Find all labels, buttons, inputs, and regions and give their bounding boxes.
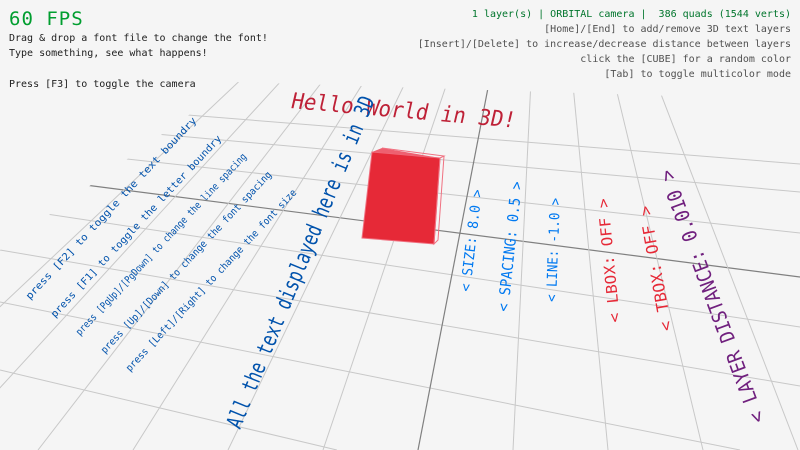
setting-label-3d[interactable]: < TBOX: OFF > (635, 204, 676, 332)
control-cube-color: click the [CUBE] for a random color (580, 54, 791, 65)
grid-line (624, 82, 799, 450)
grid-line (417, 82, 506, 450)
grid-line (37, 82, 386, 450)
help-drag-drop: Drag & drop a font file to change the fo… (9, 33, 268, 44)
grid-line (0, 82, 356, 450)
setting-label-3d[interactable]: < SIZE: 8.0 > (458, 189, 486, 293)
setting-label-3d[interactable]: < LBOX: OFF > (594, 198, 624, 324)
control-multicolor: [Tab] to toggle multicolor mode (604, 69, 791, 80)
info-text-3d: press [PgUp]/[PgDown] to change the line… (74, 152, 249, 339)
grid-line (594, 82, 704, 450)
grid-line (0, 82, 326, 450)
cube[interactable] (361, 147, 446, 246)
grid-line (564, 82, 609, 450)
setting-label-3d[interactable]: < LINE: -1.0 > (544, 198, 564, 303)
grid-line (0, 206, 800, 328)
help-camera-toggle: Press [F3] to toggle the camera (9, 79, 196, 90)
grid-line (0, 301, 741, 450)
hello-world-3d-text: Hello World in 3D! (289, 88, 519, 133)
grid-line (512, 82, 536, 450)
fps-counter: 60 FPS (9, 8, 84, 30)
control-layers: [Home]/[End] to add/remove 3D text layer… (544, 24, 791, 35)
grid-line (227, 82, 446, 450)
help-type: Type something, see what happens! (9, 48, 208, 59)
info-text-3d: All the text displayed here is in 3D (222, 93, 380, 432)
grid-line (132, 82, 416, 450)
status-line: 1 layer(s) | ORBITAL camera | 386 quads … (471, 9, 791, 20)
grid-line (0, 249, 800, 387)
control-distance: [Insert]/[Delete] to increase/decrease d… (417, 39, 791, 50)
setting-label-3d[interactable]: < LAYER DISTANCE: 0.010 > (654, 166, 770, 426)
grid-line (0, 369, 337, 450)
